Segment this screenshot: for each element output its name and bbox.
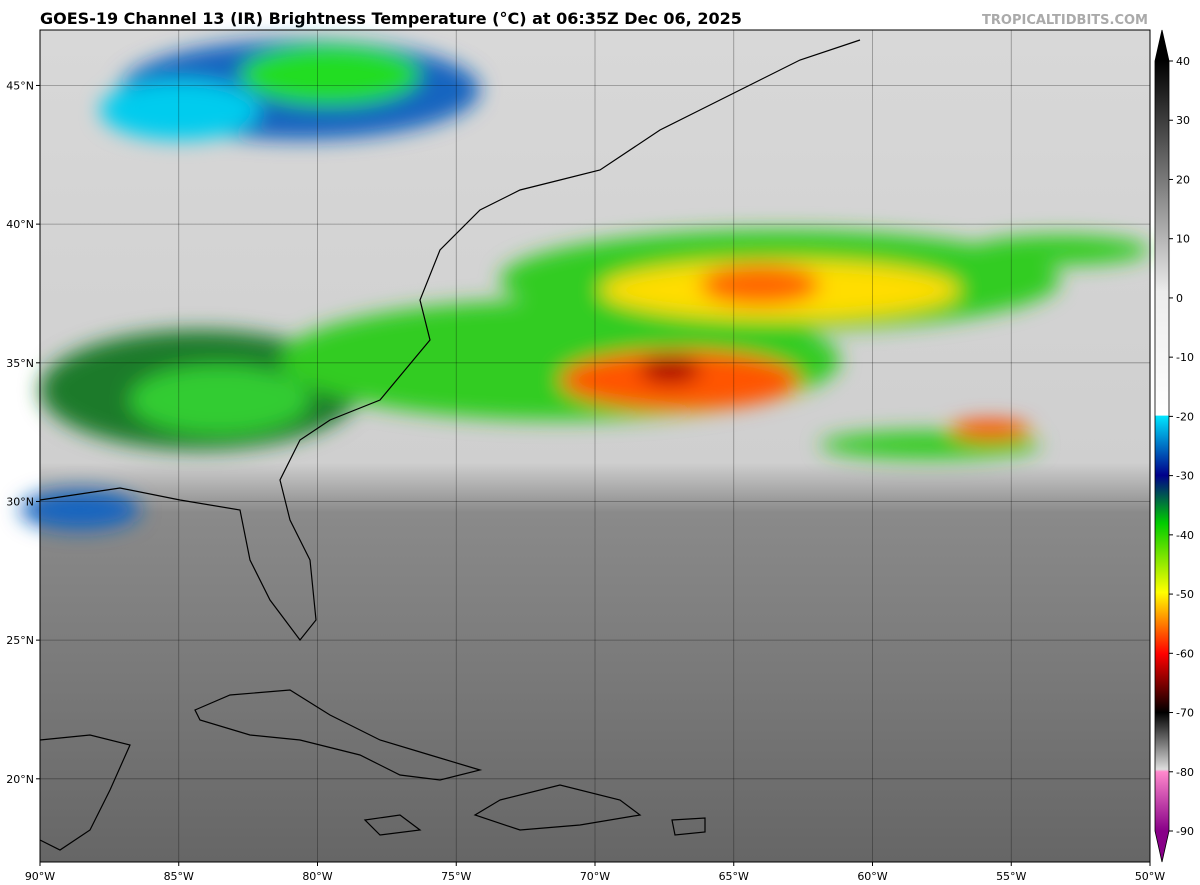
colorbar bbox=[1154, 29, 1170, 863]
lon-tick-label: 75°W bbox=[441, 870, 471, 883]
colorbar-tick-label: -20 bbox=[1176, 410, 1194, 423]
colorbar-tick-label: -70 bbox=[1176, 707, 1194, 720]
colorbar-tick-label: 0 bbox=[1176, 292, 1183, 305]
lon-tick-label: 80°W bbox=[302, 870, 332, 883]
lat-tick-label: 45°N bbox=[6, 79, 34, 92]
colorbar-tick-label: -40 bbox=[1176, 529, 1194, 542]
colorbar-tick-label: -90 bbox=[1176, 825, 1194, 838]
colorbar-tick-label: -10 bbox=[1176, 351, 1194, 364]
colorbar-tick-label: 20 bbox=[1176, 173, 1190, 186]
lon-tick-label: 70°W bbox=[580, 870, 610, 883]
colorbar-tick-label: -60 bbox=[1176, 647, 1194, 660]
colorbar-tick-label: 30 bbox=[1176, 114, 1190, 127]
lat-tick-label: 20°N bbox=[6, 773, 34, 786]
graticule bbox=[39, 30, 1151, 862]
map bbox=[20, 29, 1151, 863]
colorbar-bar bbox=[1155, 61, 1169, 831]
colorbar-tick-label: 40 bbox=[1176, 55, 1190, 68]
colorbar-extend-top bbox=[1155, 30, 1169, 61]
lat-tick-label: 40°N bbox=[6, 218, 34, 231]
colorbar-tick-label: -30 bbox=[1176, 470, 1194, 483]
colorbar-tick-label: -80 bbox=[1176, 766, 1194, 779]
colorbar-extend-bottom bbox=[1155, 831, 1169, 862]
lon-tick-label: 55°W bbox=[996, 870, 1026, 883]
lon-tick-label: 85°W bbox=[164, 870, 194, 883]
clouds bbox=[20, 40, 1150, 530]
lon-tick-label: 65°W bbox=[719, 870, 749, 883]
lat-tick-label: 30°N bbox=[6, 495, 34, 508]
colorbar-tick-label: -50 bbox=[1176, 588, 1194, 601]
credit: TROPICALTIDBITS.COM bbox=[982, 13, 1148, 28]
lon-tick-label: 90°W bbox=[25, 870, 55, 883]
coastlines bbox=[39, 39, 861, 851]
title: GOES-19 Channel 13 (IR) Brightness Tempe… bbox=[40, 9, 742, 28]
lon-tick-label: 50°W bbox=[1135, 870, 1165, 883]
lat-tick-label: 35°N bbox=[6, 357, 34, 370]
lon-tick-label: 60°W bbox=[857, 870, 887, 883]
lat-tick-label: 25°N bbox=[6, 634, 34, 647]
colorbar-tick-label: 10 bbox=[1176, 233, 1190, 246]
